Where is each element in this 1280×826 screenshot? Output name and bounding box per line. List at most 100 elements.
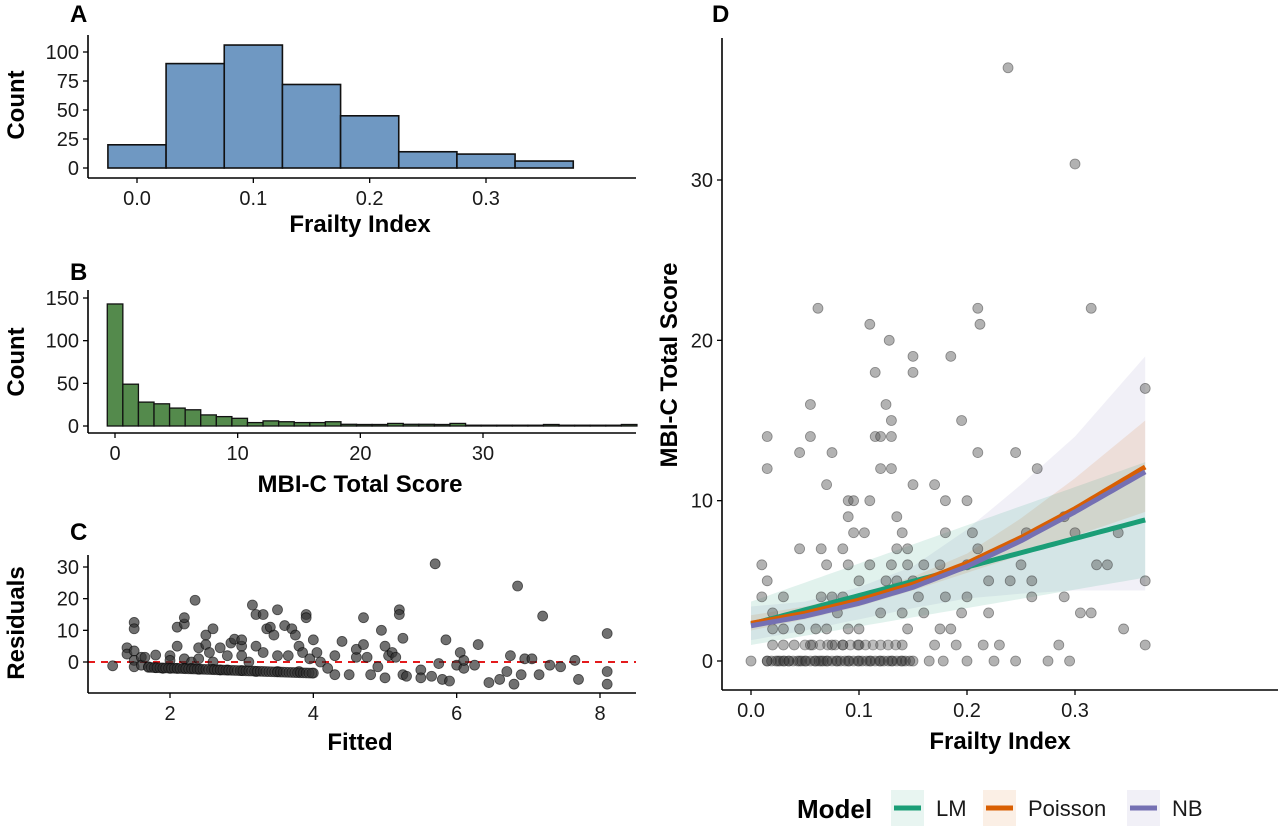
histogram-bar bbox=[620, 423, 638, 427]
data-point bbox=[761, 655, 773, 667]
residual-point bbox=[501, 666, 513, 677]
data-point bbox=[848, 527, 859, 539]
residual-point bbox=[397, 632, 409, 644]
panel-b-y-tick-label: 0 bbox=[68, 416, 79, 438]
histogram-bar bbox=[277, 421, 295, 427]
panel-a-x-axis-title: Frailty Index bbox=[289, 211, 431, 238]
residual-point bbox=[376, 624, 387, 636]
data-point bbox=[902, 559, 913, 571]
data-point bbox=[882, 655, 894, 667]
residual-point bbox=[544, 659, 556, 671]
data-point bbox=[756, 591, 768, 603]
data-point bbox=[761, 431, 773, 442]
data-point bbox=[794, 543, 805, 555]
histogram-bar bbox=[168, 407, 186, 427]
data-point bbox=[852, 655, 864, 667]
data-point bbox=[815, 543, 827, 555]
data-point bbox=[902, 623, 913, 635]
residual-point bbox=[601, 666, 613, 677]
data-point bbox=[783, 655, 795, 667]
residual-point bbox=[512, 580, 523, 592]
residual-point bbox=[365, 669, 377, 681]
data-point bbox=[787, 655, 799, 667]
data-point bbox=[809, 655, 821, 667]
data-point bbox=[826, 655, 838, 667]
panel-d-model-fit: D 0.0 0.1 0.2 0.3 0 10 20 30 Frailty Index MBI-… bbox=[656, 1, 1278, 826]
data-point bbox=[810, 655, 822, 667]
residual-point bbox=[290, 629, 301, 641]
data-point bbox=[875, 431, 886, 442]
panel-d-x-axis-title: Frailty Index bbox=[929, 728, 1071, 755]
data-point bbox=[774, 655, 786, 667]
residual-point bbox=[469, 659, 480, 671]
data-point bbox=[918, 559, 930, 571]
data-point bbox=[961, 591, 973, 603]
data-point bbox=[974, 318, 986, 330]
data-point bbox=[896, 607, 908, 619]
panel-a-bars bbox=[107, 44, 575, 169]
data-point bbox=[1091, 559, 1102, 571]
panel-c-y-tick-label: 0 bbox=[68, 652, 79, 674]
panel-c-points bbox=[88, 558, 636, 690]
data-point bbox=[875, 655, 886, 667]
panel-c-x-tick-label: 2 bbox=[164, 703, 175, 725]
data-point bbox=[848, 495, 859, 507]
data-point bbox=[766, 655, 777, 667]
histogram-bar bbox=[589, 424, 607, 427]
data-point bbox=[821, 623, 832, 635]
data-point bbox=[895, 655, 907, 667]
panel-b-x-tick-label: 30 bbox=[472, 443, 494, 465]
panel-a-y-tick-label: 25 bbox=[57, 129, 79, 151]
residual-point bbox=[257, 647, 269, 658]
data-point bbox=[886, 431, 897, 442]
panel-b-x-tick-label: 20 bbox=[349, 443, 371, 465]
data-point bbox=[788, 639, 800, 651]
panel-a-histogram: A 0.0 0.1 0.2 0.3 0 25 50 75 100 Frailty Index C… bbox=[3, 1, 636, 238]
histogram-bar bbox=[418, 423, 436, 427]
data-point bbox=[896, 527, 908, 539]
fit-line-poisson bbox=[750, 464, 1147, 626]
data-point bbox=[805, 399, 816, 410]
legend-item-lm: LM bbox=[891, 790, 967, 826]
residual-point bbox=[189, 594, 201, 606]
panel-a-y-tick-label: 100 bbox=[46, 42, 79, 64]
residual-point bbox=[236, 634, 248, 646]
data-point bbox=[853, 575, 865, 587]
residual-point bbox=[250, 640, 262, 652]
data-point bbox=[821, 655, 832, 667]
data-point bbox=[1031, 463, 1043, 475]
data-point bbox=[792, 655, 803, 667]
residual-point bbox=[257, 609, 269, 620]
data-point bbox=[822, 655, 834, 667]
data-point bbox=[814, 639, 826, 651]
legend-nb-label: NB bbox=[1172, 796, 1203, 821]
data-point bbox=[904, 655, 916, 667]
panel-b-axes: 0 10 20 30 0 50 100 150 bbox=[46, 288, 636, 465]
data-point bbox=[869, 655, 881, 667]
panel-c-x-tick-label: 6 bbox=[451, 703, 462, 725]
residual-point bbox=[272, 604, 283, 616]
panel-c-y-tick-label: 20 bbox=[57, 589, 79, 611]
data-point bbox=[807, 639, 818, 651]
panel-c-axes: 2 4 6 8 0 10 20 30 bbox=[57, 555, 636, 725]
panel-a-x-tick-label: 0.1 bbox=[239, 188, 267, 210]
data-point bbox=[805, 639, 816, 651]
residual-point bbox=[300, 612, 312, 624]
data-point bbox=[934, 559, 946, 571]
data-point bbox=[817, 655, 829, 667]
panel-c-y-axis-title: Residuals bbox=[3, 566, 30, 679]
panel-d-tag: D bbox=[712, 1, 729, 28]
data-point bbox=[864, 495, 876, 507]
histogram-bar bbox=[527, 424, 545, 427]
data-point bbox=[829, 639, 841, 651]
data-point bbox=[864, 318, 876, 330]
data-point bbox=[767, 639, 778, 651]
data-point bbox=[1064, 655, 1075, 667]
histogram-bar bbox=[200, 414, 217, 427]
histogram-bar bbox=[153, 403, 171, 427]
legend-item-poisson: Poisson bbox=[983, 790, 1106, 826]
residual-point bbox=[204, 647, 215, 658]
data-point bbox=[865, 655, 877, 667]
panel-b-histogram: B 0 10 20 30 0 50 100 150 MBI-C Total Score Cou… bbox=[3, 259, 638, 498]
data-point bbox=[1042, 655, 1054, 667]
